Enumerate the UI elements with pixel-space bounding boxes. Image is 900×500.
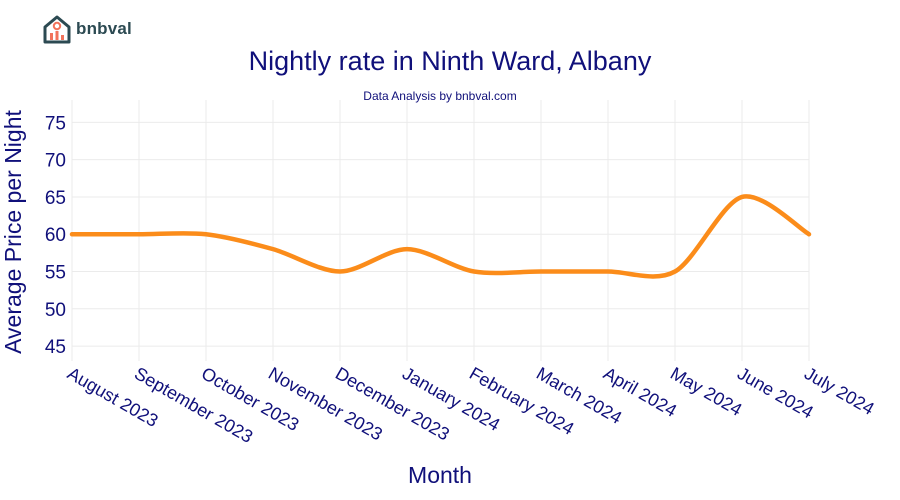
- y-tick-label: 65: [45, 188, 66, 209]
- x-tick-label: December 2023: [332, 363, 453, 444]
- grid: [71, 100, 810, 361]
- y-tick-label: 50: [45, 300, 66, 321]
- y-tick-label: 45: [45, 337, 66, 358]
- y-tick-label: 70: [45, 151, 66, 172]
- x-tick-label: November 2023: [265, 363, 386, 444]
- x-tick-label: September 2023: [131, 363, 256, 447]
- brand-logo: bnbval: [42, 14, 132, 44]
- x-tick-label: May 2024: [667, 363, 745, 420]
- y-tick-label: 75: [45, 113, 66, 134]
- y-tick-label: 60: [45, 225, 66, 246]
- x-axis-label: Month: [408, 462, 472, 488]
- y-tick-label: 55: [45, 263, 66, 284]
- chart-title: Nightly rate in Ninth Ward, Albany: [249, 46, 652, 76]
- brand-name: bnbval: [76, 19, 132, 38]
- y-axis-label: Average Price per Night: [0, 110, 26, 354]
- x-tick-label: June 2024: [734, 363, 817, 422]
- series-line: [69, 194, 812, 279]
- chart-subtitle: Data Analysis by bnbval.com: [363, 89, 516, 103]
- y-axis-ticks: 45 50 55 60 65 70 75: [45, 113, 66, 358]
- house-chart-icon: [43, 15, 71, 44]
